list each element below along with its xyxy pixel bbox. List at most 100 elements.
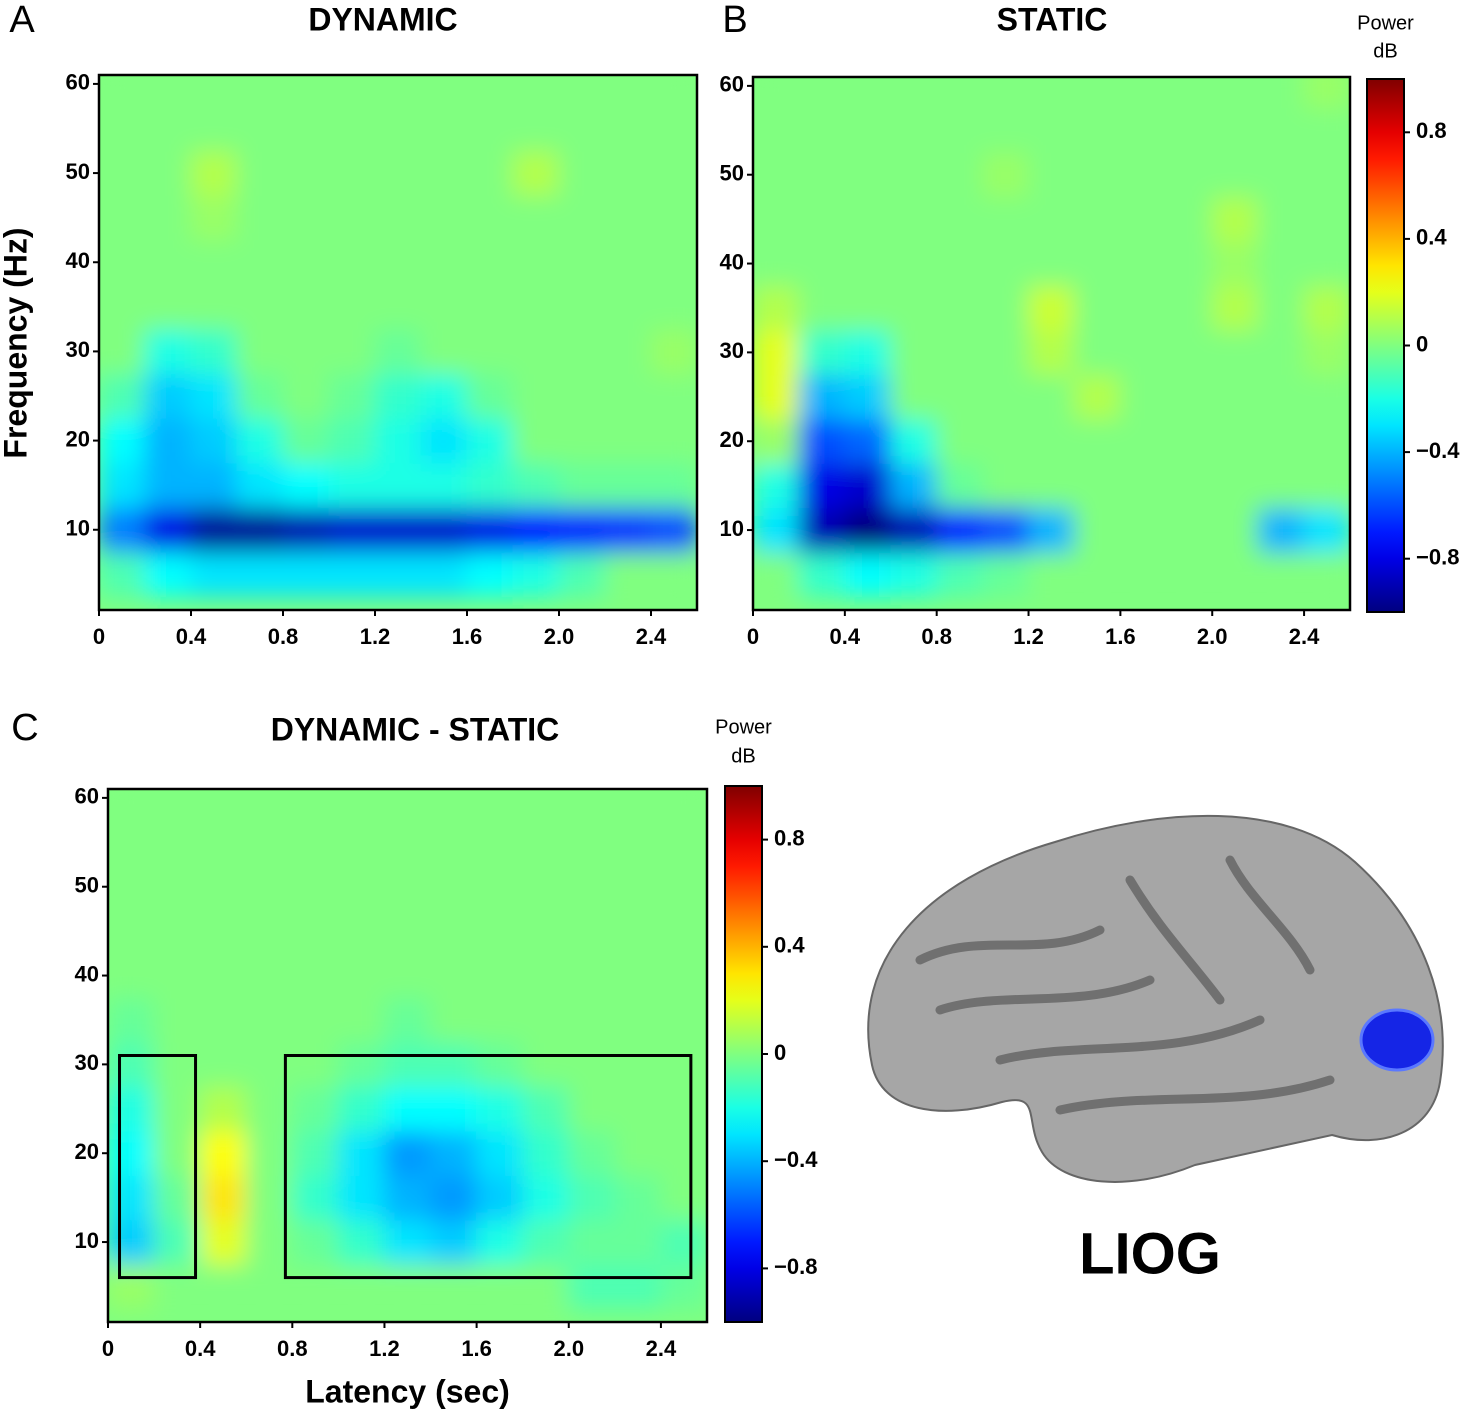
heatmap-cell <box>568 789 616 821</box>
y-tick-label: 60 <box>720 72 744 97</box>
heatmap-cell <box>337 1086 385 1132</box>
heatmap-cell <box>144 417 192 464</box>
heatmap-cell <box>430 1263 478 1310</box>
heatmap-cell <box>1119 240 1167 287</box>
heatmap-cell <box>936 551 984 598</box>
heatmap-cell <box>753 374 800 420</box>
heatmap-cell <box>466 328 514 375</box>
heatmap-cell <box>430 997 478 1043</box>
heatmap-cell <box>108 952 155 999</box>
colorbar-title: Power <box>1357 12 1414 34</box>
panel: 0 0.4 0.8 1.2 1.6 2.0 2.4 10 20 30 40 50 60 DYNAMIC -… <box>11 707 818 1409</box>
plot-area <box>99 75 697 610</box>
heatmap-cell <box>568 1041 616 1088</box>
heatmap-cell <box>844 374 892 420</box>
heatmap-cell <box>1211 418 1259 464</box>
heatmap-cell <box>568 1219 616 1265</box>
heatmap-cell <box>1119 107 1167 154</box>
x-tick-label: 1.2 <box>360 624 391 649</box>
heatmap-cell <box>99 150 146 196</box>
heatmap-cell <box>108 1263 155 1310</box>
heatmap-cell <box>190 105 238 152</box>
y-tick-label: 20 <box>75 1139 99 1164</box>
heatmap-cell <box>1303 374 1350 420</box>
heatmap-cell <box>430 1086 478 1132</box>
heatmap-cell <box>108 819 155 866</box>
heatmap-cell <box>753 329 800 376</box>
heatmap-cell <box>383 819 432 866</box>
heatmap-cell <box>291 1086 339 1132</box>
heatmap-cell <box>982 507 1030 553</box>
heatmap-cell <box>604 150 652 196</box>
heatmap-cell <box>512 373 560 419</box>
panel: 0 0.4 0.8 1.2 1.6 2.0 2.4 10 20 30 40 50 60 DYNAMIC A F… <box>0 0 699 649</box>
heatmap-cell <box>1028 462 1075 509</box>
heatmap-cell <box>236 239 284 286</box>
heatmap-cell <box>1028 374 1075 420</box>
heatmap-cell <box>604 551 652 598</box>
heatmap-cell <box>282 551 330 598</box>
heatmap-cell <box>1073 77 1121 109</box>
heatmap-cell <box>420 551 468 598</box>
heatmap-cell <box>245 864 293 910</box>
heatmap-cell <box>753 418 800 464</box>
heatmap-cell <box>512 75 560 107</box>
heatmap-cell <box>99 328 146 375</box>
heatmap-cell <box>1165 374 1213 420</box>
heatmap-cell <box>558 239 606 286</box>
heatmap-cell <box>190 284 238 330</box>
heatmap-cell <box>236 551 284 598</box>
heatmap-cell <box>245 997 293 1043</box>
heatmap-cell <box>650 462 697 508</box>
heatmap-cell <box>522 997 570 1043</box>
heatmap-cell <box>190 373 238 419</box>
y-tick-label: 10 <box>66 516 90 541</box>
heatmap-cell <box>798 196 846 242</box>
heatmap-cell <box>753 196 800 242</box>
heatmap-cell <box>1165 418 1213 464</box>
heatmap-cell <box>936 507 984 553</box>
heatmap-cell <box>1165 285 1213 331</box>
heatmap-cell <box>982 77 1030 109</box>
heatmap-cell <box>430 864 478 910</box>
heatmap-cell <box>144 75 192 107</box>
heatmap-cell <box>476 1263 524 1310</box>
heatmap-cell <box>190 506 238 553</box>
heatmap-cell <box>144 239 192 286</box>
heatmap-cell <box>1303 285 1350 331</box>
heatmap-cell <box>1303 77 1350 109</box>
heatmap-cell <box>383 1041 432 1088</box>
heatmap-cell <box>144 284 192 330</box>
heatmap-cell <box>466 150 514 196</box>
heatmap-cell <box>558 194 606 241</box>
heatmap-cell <box>476 1086 524 1132</box>
heatmap-cell <box>374 417 422 464</box>
heatmap-cell <box>190 551 238 598</box>
heatmap-cell <box>890 152 938 198</box>
heatmap-cell <box>374 150 422 196</box>
heatmap-cell <box>568 1263 616 1310</box>
x-tick-label: 0 <box>93 624 105 649</box>
heatmap-cell <box>1073 107 1121 154</box>
heatmap-cell <box>1303 107 1350 154</box>
x-tick-label: 0 <box>102 1336 114 1361</box>
heatmap-cell <box>660 1219 707 1265</box>
heatmap-cell <box>199 997 247 1043</box>
heatmap-cell <box>99 551 146 598</box>
heatmap-cell <box>936 462 984 509</box>
x-axis-title: Latency (sec) <box>305 1373 510 1409</box>
heatmap-cell <box>328 150 376 196</box>
heatmap-cell <box>604 239 652 286</box>
heatmap-cell <box>420 284 468 330</box>
heatmap-cell <box>374 284 422 330</box>
heatmap-cell <box>650 373 697 419</box>
heatmap <box>99 75 697 598</box>
heatmap-cell <box>190 75 238 107</box>
heatmap-cell <box>604 506 652 553</box>
heatmap-cell <box>99 462 146 508</box>
heatmap-cell <box>199 789 247 821</box>
colorbar-tick-label: −0.4 <box>774 1147 818 1172</box>
heatmap-cell <box>374 373 422 419</box>
heatmap-cell <box>798 240 846 287</box>
